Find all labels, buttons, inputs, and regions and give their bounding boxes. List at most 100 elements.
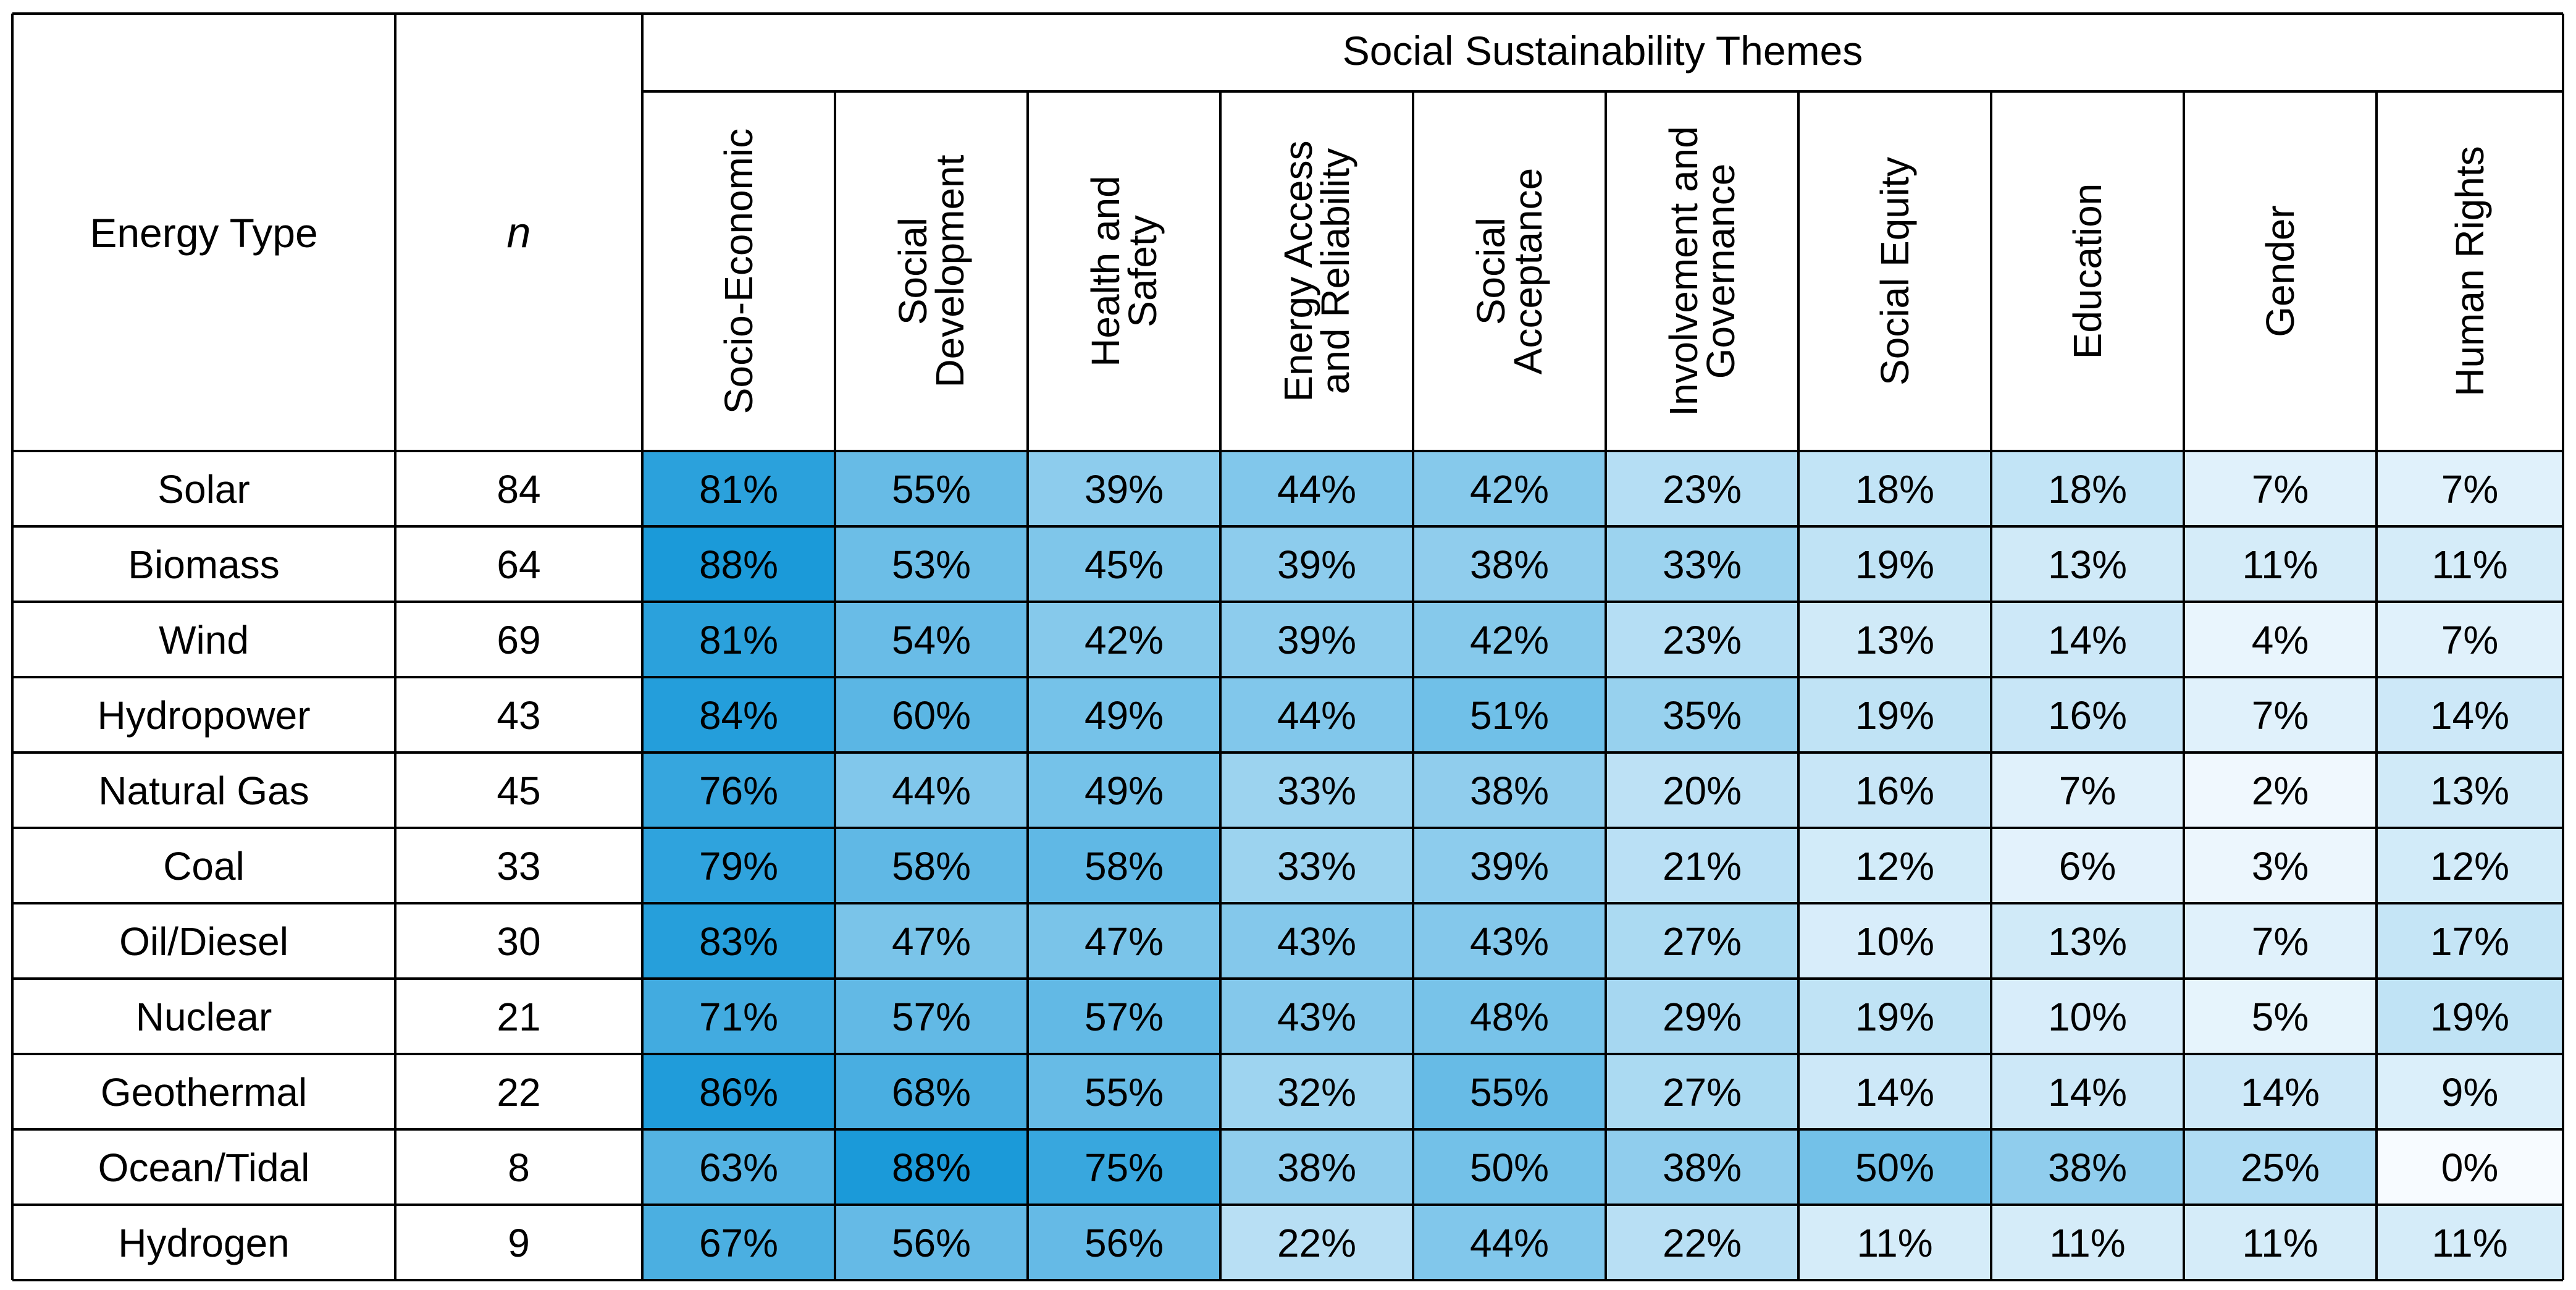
heat-cell [835, 1054, 1028, 1129]
heat-cell [2184, 1129, 2377, 1205]
cell-value-label: 2% [2252, 769, 2309, 813]
cell-value-label: 9% [2441, 1070, 2499, 1115]
heat-cell [2184, 1054, 2377, 1129]
heat-cell [1798, 979, 1991, 1054]
cell-value-label: 57% [1085, 995, 1164, 1039]
heat-cell [1413, 526, 1606, 602]
heat-cell [1798, 451, 1991, 526]
cell-value-label: 32% [1277, 1070, 1356, 1115]
heat-cell [1220, 526, 1413, 602]
heat-cell [1413, 1129, 1606, 1205]
cells-layer [642, 451, 2563, 1280]
column-header-line: Social [1469, 217, 1513, 325]
column-header-line: Development [928, 154, 972, 387]
heat-cell [1798, 526, 1991, 602]
cell-value-label: 81% [699, 467, 778, 512]
cell-value-label: 13% [2430, 769, 2509, 813]
heat-cell [1220, 828, 1413, 903]
heat-cell [1798, 677, 1991, 752]
heat-cell [1798, 1205, 1991, 1280]
heat-cell [1413, 1054, 1606, 1129]
cell-value-label: 14% [2048, 1070, 2127, 1115]
heat-cell [1606, 1054, 1798, 1129]
heat-cell [1991, 828, 2184, 903]
cell-value-label: 22% [1277, 1221, 1356, 1265]
cell-value-label: 42% [1085, 618, 1164, 662]
heat-cell [642, 979, 835, 1054]
cell-value-label: 5% [2252, 995, 2309, 1039]
cell-value-label: 23% [1663, 618, 1742, 662]
cell-value-label: 43% [1277, 995, 1356, 1039]
text-layer: Social Sustainability Themes Energy Type n… [90, 28, 2509, 1265]
heat-cell [1028, 903, 1220, 979]
column-header: Human Rights [2448, 146, 2492, 397]
cell-value-label: 10% [1855, 919, 1934, 964]
cell-value-label: 13% [1855, 618, 1934, 662]
heat-cell [2377, 451, 2563, 526]
cell-value-label: 58% [1085, 844, 1164, 888]
row-label: Hydropower [97, 693, 310, 738]
row-count: 64 [497, 542, 540, 587]
heat-cell [2377, 752, 2563, 828]
column-header-line: Safety [1120, 215, 1165, 327]
heat-cell [1220, 979, 1413, 1054]
row-count: 8 [508, 1145, 530, 1190]
heat-cell [835, 451, 1028, 526]
cell-value-label: 11% [2242, 1221, 2318, 1265]
heat-cell [2184, 602, 2377, 677]
cell-value-label: 11% [1856, 1221, 1932, 1265]
cell-value-label: 11% [2049, 1221, 2125, 1265]
heat-cell [1606, 979, 1798, 1054]
heat-cell [642, 828, 835, 903]
cell-value-label: 12% [1855, 844, 1934, 888]
cell-value-label: 50% [1470, 1145, 1549, 1190]
heat-cell [642, 1054, 835, 1129]
row-label: Nuclear [136, 995, 272, 1039]
cell-value-label: 3% [2252, 844, 2309, 888]
cell-value-label: 42% [1470, 467, 1549, 512]
cell-value-label: 51% [1470, 693, 1549, 738]
heat-cell [1606, 677, 1798, 752]
cell-value-label: 43% [1470, 919, 1549, 964]
cell-value-label: 56% [892, 1221, 971, 1265]
heat-cell [2184, 1205, 2377, 1280]
heat-cell [642, 602, 835, 677]
cell-value-label: 60% [892, 693, 971, 738]
row-label: Coal [163, 844, 245, 888]
column-header-line: Education [2065, 183, 2110, 360]
heat-cell [2184, 979, 2377, 1054]
heat-cell [642, 1205, 835, 1280]
column-header: Social Equity [1873, 157, 1917, 386]
heat-cell [2377, 602, 2563, 677]
row-count: 84 [497, 467, 540, 512]
cell-value-label: 71% [699, 995, 778, 1039]
cell-value-label: 47% [892, 919, 971, 964]
cell-value-label: 39% [1277, 618, 1356, 662]
row-label: Geothermal [101, 1070, 307, 1115]
cell-value-label: 11% [2431, 1221, 2507, 1265]
heat-cell [1798, 752, 1991, 828]
cell-value-label: 7% [2252, 467, 2309, 512]
heat-cell [1028, 828, 1220, 903]
cell-value-label: 55% [1085, 1070, 1164, 1115]
cell-value-label: 55% [892, 467, 971, 512]
heat-cell [1606, 903, 1798, 979]
cell-value-label: 81% [699, 618, 778, 662]
grid-layer [11, 12, 2564, 1281]
heat-cell [1991, 1205, 2184, 1280]
cell-value-label: 35% [1663, 693, 1742, 738]
cell-value-label: 44% [1470, 1221, 1549, 1265]
heat-cell [1606, 526, 1798, 602]
row-count: 33 [497, 844, 540, 888]
heat-cell [1798, 1054, 1991, 1129]
cell-value-label: 4% [2252, 618, 2309, 662]
cell-value-label: 48% [1470, 995, 1549, 1039]
column-header-line: Energy Access [1276, 140, 1320, 402]
cell-value-label: 23% [1663, 467, 1742, 512]
cell-value-label: 33% [1277, 844, 1356, 888]
heat-cell [1798, 1129, 1991, 1205]
cell-value-label: 39% [1470, 844, 1549, 888]
heat-cell [2184, 451, 2377, 526]
